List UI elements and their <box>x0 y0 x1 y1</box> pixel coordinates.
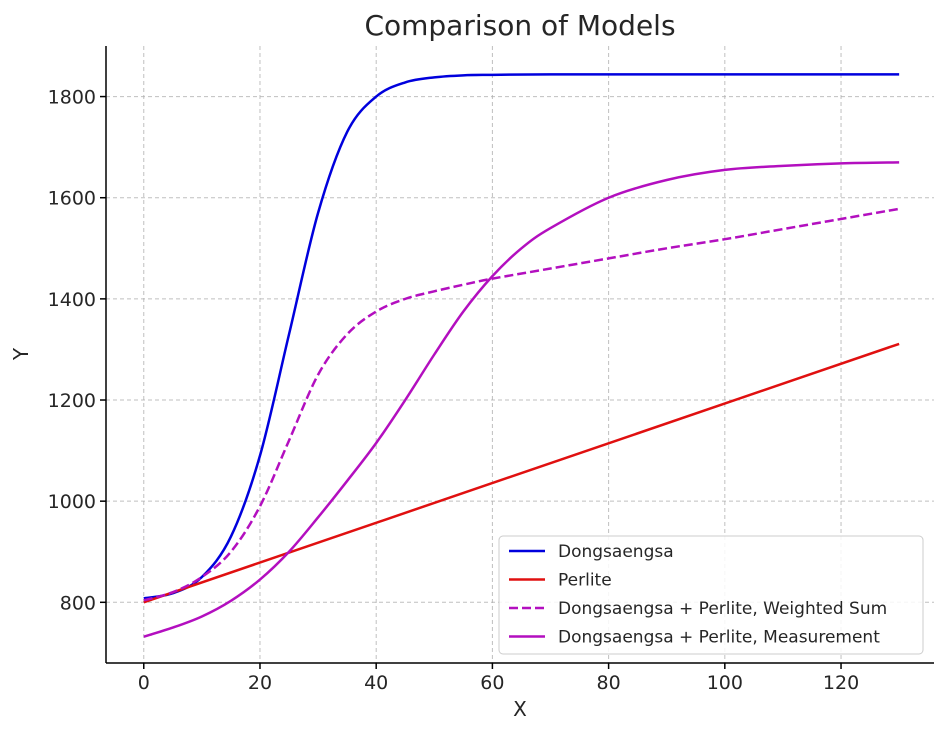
legend-label-4: Dongsaengsa + Perlite, Measurement <box>558 628 880 648</box>
y-axis-title: Y <box>9 347 33 361</box>
legend-label-3: Dongsaengsa + Perlite, Weighted Sum <box>558 599 887 619</box>
y-tick-label: 800 <box>60 592 96 614</box>
legend: Dongsaengsa Perlite Dongsaengsa + Perlite,… <box>498 535 924 655</box>
series-line-1 <box>143 73 900 600</box>
ticks: 0 20 40 60 80 100 120 800 1000 1200 1400 1600 1800 <box>48 87 860 694</box>
chart-title: Comparison of Models <box>364 9 675 42</box>
x-tick-label: 80 <box>597 672 621 694</box>
x-tick-label: 100 <box>707 672 743 694</box>
x-tick-label: 0 <box>138 672 150 694</box>
x-tick-label: 20 <box>248 672 272 694</box>
legend-box <box>498 535 924 655</box>
y-tick-label: 1200 <box>48 390 96 412</box>
y-tick-label: 1800 <box>48 87 96 109</box>
series-line-3 <box>143 207 900 602</box>
y-tick-label: 1600 <box>48 188 96 210</box>
x-tick-label: 40 <box>364 672 388 694</box>
x-tick-label: 60 <box>480 672 504 694</box>
series-line-4 <box>143 161 900 638</box>
y-tick-label: 1000 <box>48 491 96 513</box>
x-tick-label: 120 <box>823 672 859 694</box>
series-layer <box>143 73 900 638</box>
x-axis-title: X <box>513 697 527 721</box>
y-tick-label: 1400 <box>48 289 96 311</box>
axes <box>105 46 934 664</box>
legend-label-2: Perlite <box>558 571 612 591</box>
legend-label-1: Dongsaengsa <box>558 542 674 562</box>
series-line-2 <box>143 342 900 604</box>
